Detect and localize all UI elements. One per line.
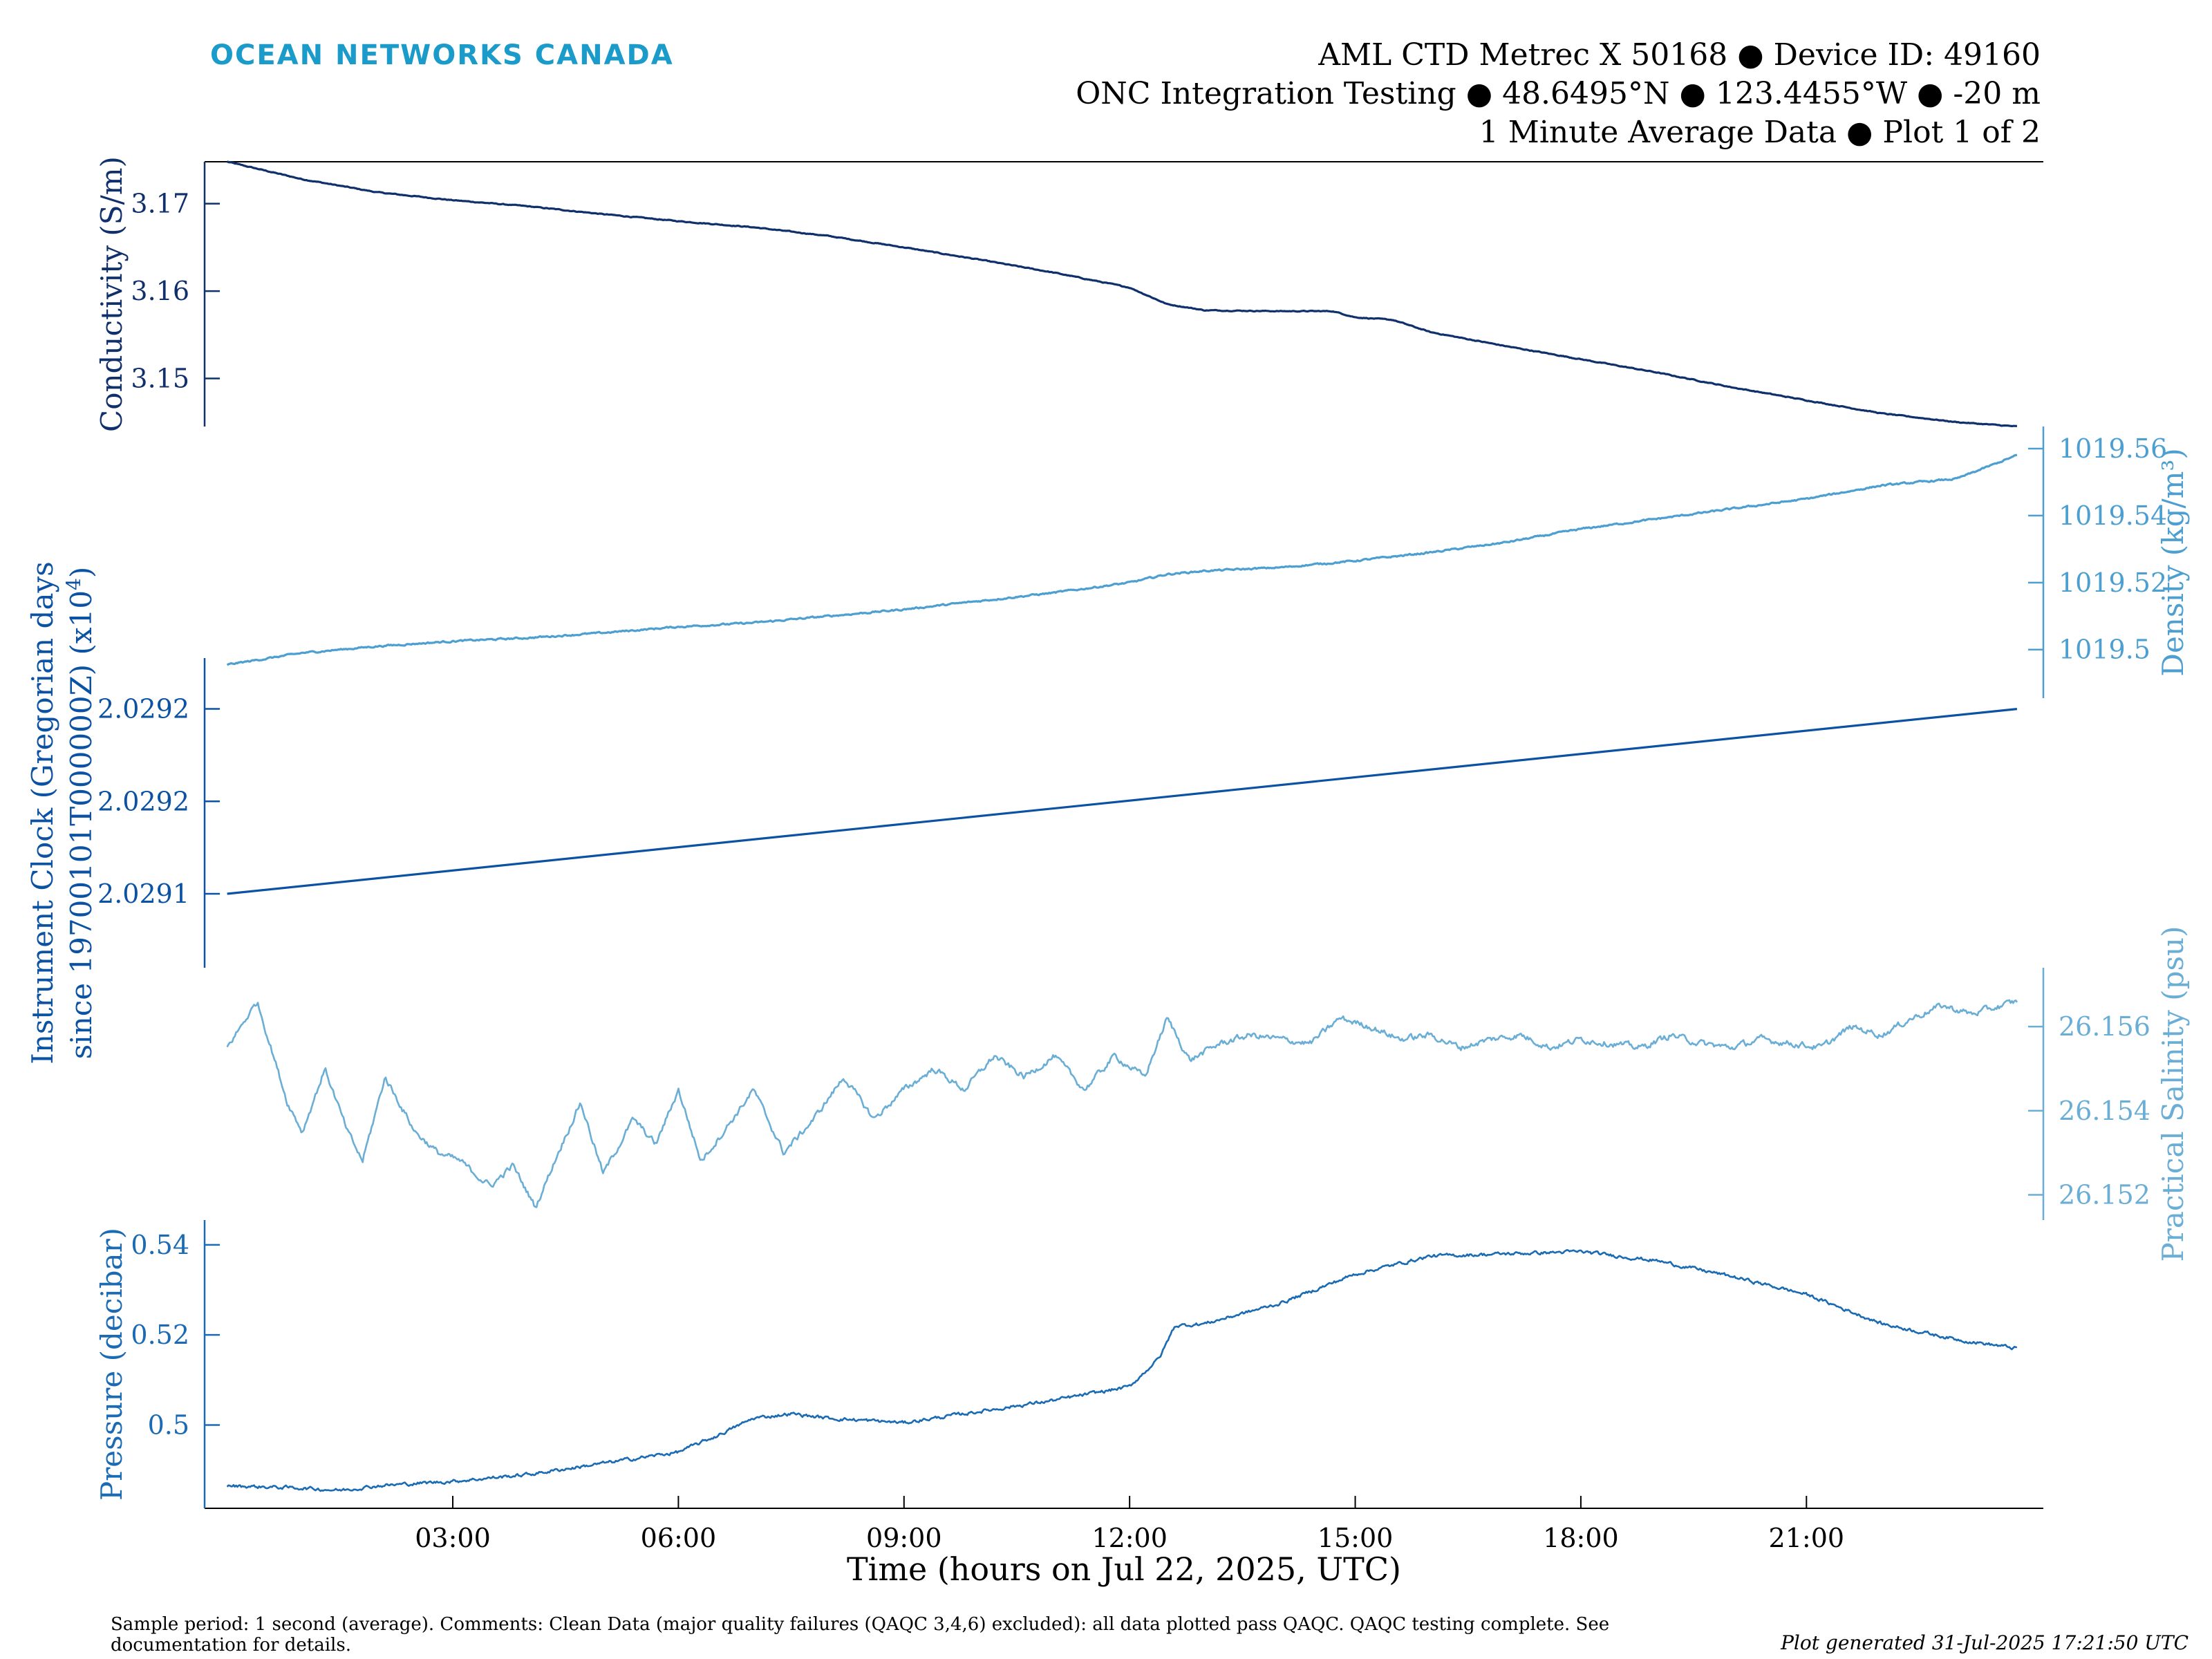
y-axis-label-line: since 19700101T000000Z) (x104)	[62, 567, 98, 1060]
y-axis-label-line: Instrument Clock (Gregorian days	[26, 561, 59, 1065]
header-line-1: AML CTD Metrec X 50168 ● Device ID: 4916…	[1318, 37, 2041, 73]
y-tick-label: 0.52	[131, 1320, 189, 1350]
y-tick-label: 3.16	[131, 276, 189, 306]
x-axis-label: Time (hours on Jul 22, 2025, UTC)	[847, 1550, 1401, 1588]
y-tick-label: 1019.54	[2059, 500, 2167, 531]
x-tick-label: 15:00	[1318, 1523, 1394, 1553]
y-tick-label: 0.5	[148, 1409, 189, 1440]
y-tick-label: 2.0292	[97, 786, 189, 816]
x-tick-label: 09:00	[866, 1523, 942, 1553]
y-tick-label: 26.156	[2059, 1011, 2150, 1042]
series-line	[226, 999, 2018, 1208]
brand-logo-text: OCEAN NETWORKS CANADA	[210, 39, 674, 71]
y-tick-label: 0.54	[131, 1230, 189, 1260]
series-line	[226, 1249, 2017, 1492]
y-tick-label: 26.152	[2059, 1180, 2150, 1210]
y-tick-label: 2.0291	[97, 879, 189, 909]
x-tick-label: 21:00	[1769, 1523, 1845, 1553]
footer-comments: Sample period: 1 second (average). Comme…	[111, 1614, 1610, 1656]
y-axis-label: Pressure (decibar)	[95, 1228, 129, 1501]
y-axis-label-instrument-clock: Instrument Clock (Gregorian days since 19…	[26, 561, 98, 1065]
y-tick-label: 2.0292	[97, 694, 189, 724]
y-tick-label: 1019.52	[2059, 568, 2167, 598]
series-layer	[226, 160, 2018, 1492]
y-axis-label: Conductivity (S/m)	[95, 156, 129, 432]
header-line-3: 1 Minute Average Data ● Plot 1 of 2	[1479, 115, 2041, 150]
x-tick-label: 06:00	[641, 1523, 717, 1553]
y-axis-label: Practical Salinity (psu)	[2156, 926, 2190, 1262]
y-axis-label: Density (kg/m³)	[2156, 448, 2190, 676]
y-tick-label: 1019.5	[2059, 635, 2150, 665]
plot-generated-timestamp: Plot generated 31-Jul-2025 17:21:50 UTC	[1780, 1631, 2188, 1654]
series-line	[227, 708, 2018, 895]
axes-layer: 03:00 06:00 09:00 12:00 15:00 18:00 21:00 3.15 3…	[26, 156, 2190, 1553]
header-line-2: ONC Integration Testing ● 48.6495°N ● 12…	[1076, 76, 2041, 111]
x-tick-label: 18:00	[1543, 1523, 1619, 1553]
x-tick-label: 03:00	[415, 1523, 491, 1553]
series-line	[226, 453, 2018, 666]
y-tick-label: 3.15	[131, 363, 189, 393]
y-tick-label: 26.154	[2059, 1096, 2150, 1126]
y-tick-label: 3.17	[131, 189, 189, 219]
series-line	[227, 160, 2017, 428]
footer-comments-box: Sample period: 1 second (average). Comme…	[111, 1614, 1610, 1656]
y-tick-label: 1019.56	[2059, 433, 2167, 464]
x-tick-label: 12:00	[1091, 1523, 1168, 1553]
